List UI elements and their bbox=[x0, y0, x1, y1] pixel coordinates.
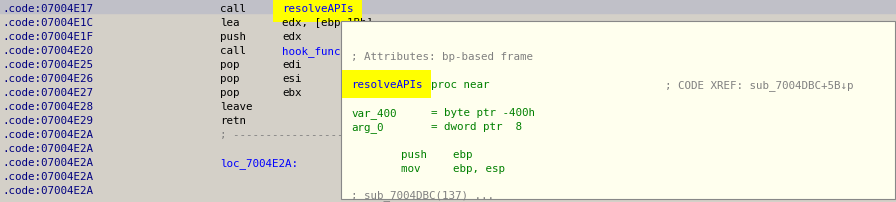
Text: .code:07004E2A: .code:07004E2A bbox=[2, 129, 93, 139]
Text: leave: leave bbox=[220, 101, 253, 112]
Bar bbox=[341, 22, 895, 199]
Text: mov     ebp, esp: mov ebp, esp bbox=[401, 163, 505, 173]
Text: .code:07004E25: .code:07004E25 bbox=[2, 60, 93, 70]
Text: .code:07004E2A: .code:07004E2A bbox=[2, 185, 93, 195]
Text: ; sub_7004DBC(137) ...: ; sub_7004DBC(137) ... bbox=[351, 189, 494, 200]
Text: call: call bbox=[220, 4, 246, 14]
Text: retn: retn bbox=[220, 115, 246, 125]
Text: .code:07004E27: .code:07004E27 bbox=[2, 87, 93, 98]
Text: hook_function: hook_function bbox=[282, 46, 366, 57]
Text: .code:07004E26: .code:07004E26 bbox=[2, 74, 93, 84]
Text: .code:07004E2A: .code:07004E2A bbox=[2, 157, 93, 167]
Text: = dword ptr  8: = dword ptr 8 bbox=[431, 121, 522, 131]
Text: edx: edx bbox=[282, 32, 301, 42]
Text: pop: pop bbox=[220, 74, 239, 84]
Text: loc_7004E2A:: loc_7004E2A: bbox=[220, 157, 298, 168]
Text: pop: pop bbox=[220, 87, 239, 98]
Text: ; -------------------------------------------------------------------: ; --------------------------------------… bbox=[220, 129, 668, 139]
Text: arg_0: arg_0 bbox=[351, 121, 383, 132]
Text: push: push bbox=[220, 32, 246, 42]
Text: call: call bbox=[220, 46, 246, 56]
Text: .code:07004E29: .code:07004E29 bbox=[2, 115, 93, 125]
Text: edx, [ebp-1Bh]: edx, [ebp-1Bh] bbox=[282, 18, 373, 28]
Text: proc near: proc near bbox=[431, 80, 489, 89]
Text: esi: esi bbox=[282, 74, 301, 84]
Text: .code:07004E1F: .code:07004E1F bbox=[2, 32, 93, 42]
Text: .code:07004E20: .code:07004E20 bbox=[2, 46, 93, 56]
Text: edi: edi bbox=[282, 60, 301, 70]
Text: ; CODE XREF: sub_7004DBC+5B↓p: ; CODE XREF: sub_7004DBC+5B↓p bbox=[665, 80, 854, 90]
Text: resolveAPIs: resolveAPIs bbox=[351, 80, 423, 89]
Text: .code:07004E28: .code:07004E28 bbox=[2, 101, 93, 112]
Text: resolveAPIs: resolveAPIs bbox=[282, 4, 354, 14]
Text: .code:07004E2A: .code:07004E2A bbox=[2, 171, 93, 181]
Text: var_400: var_400 bbox=[351, 107, 397, 118]
Text: push    ebp: push ebp bbox=[401, 149, 472, 159]
Text: = byte ptr -400h: = byte ptr -400h bbox=[431, 107, 535, 117]
Text: ebx: ebx bbox=[282, 87, 301, 98]
Text: .code:07004E1C: .code:07004E1C bbox=[2, 18, 93, 28]
Text: .code:07004E17: .code:07004E17 bbox=[2, 4, 93, 14]
Text: pop: pop bbox=[220, 60, 239, 70]
Text: lea: lea bbox=[220, 18, 239, 28]
Bar bbox=[0, 0, 896, 14]
Text: ; Attributes: bp-based frame: ; Attributes: bp-based frame bbox=[351, 52, 533, 62]
Text: .code:07004E2A: .code:07004E2A bbox=[2, 143, 93, 153]
